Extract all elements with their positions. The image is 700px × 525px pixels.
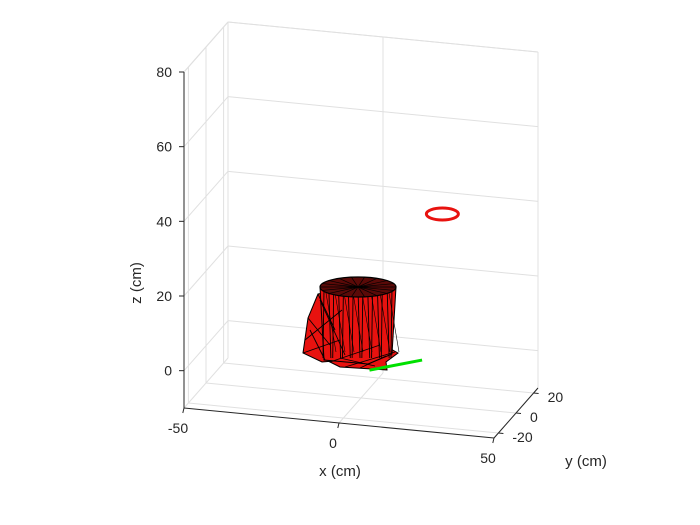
mesh-cap-line [357, 283, 394, 288]
y-gridline [188, 402, 499, 434]
trajectory-line [369, 358, 423, 372]
mesh-cap-line [357, 286, 378, 296]
mesh-facet-line [334, 292, 346, 353]
x-tick-mark [337, 422, 340, 429]
mesh-cap-line [328, 280, 359, 288]
mesh-cap-line [322, 286, 359, 291]
z-tick-label: 20 [156, 288, 172, 304]
y-tick-label: 0 [530, 409, 538, 425]
mesh-facet-line [317, 293, 336, 331]
grid-lines [183, 21, 539, 439]
x-axis-label: x (cm) [319, 463, 361, 480]
y-tick-labels: -20 0 20 [512, 389, 563, 445]
mesh-facet-line [319, 299, 346, 356]
plot-objects [302, 206, 460, 372]
y-tick-label: -20 [512, 429, 532, 445]
y-tick-mark [498, 432, 504, 434]
mesh-cap-line [357, 286, 388, 294]
mesh-cap-line [351, 286, 359, 298]
target-ring [424, 206, 460, 222]
mesh-facet-line [343, 292, 355, 353]
mesh-facet-line [302, 339, 341, 354]
y-tick-mark [515, 412, 522, 414]
mesh-facet-line [307, 317, 331, 346]
x-tick-label: -50 [168, 420, 188, 436]
z-tick-labels: 0 20 40 60 80 [156, 64, 172, 379]
mesh-facet-line [359, 355, 387, 369]
mesh-facet-line [329, 344, 381, 363]
x-tick-labels: -50 0 50 [168, 420, 496, 466]
mesh-cap-line [338, 286, 359, 296]
mesh-facet-line [332, 288, 335, 359]
pane-edge [227, 21, 539, 53]
mesh-cap-line [328, 286, 359, 294]
mesh-cap-line [338, 278, 359, 288]
z-tick-label: 80 [156, 64, 172, 80]
y-axis-label: y (cm) [565, 453, 607, 470]
mesh-facet-line [376, 288, 380, 359]
z-tick-label: 60 [156, 139, 172, 155]
pane-edge [183, 21, 229, 73]
mesh-facet-line [344, 351, 396, 368]
mesh-facet-line [341, 288, 344, 359]
mesh-facet-line [367, 288, 371, 359]
mesh-cap-line [357, 286, 365, 298]
x-tick-label: 50 [480, 450, 496, 466]
z-tick-label: 40 [156, 213, 172, 229]
mesh-facet-line [352, 292, 364, 353]
y-gridline [223, 362, 534, 394]
mesh-facet-line [390, 288, 393, 359]
mesh-cap-line [357, 286, 394, 291]
z-tick-label: 0 [164, 363, 172, 379]
x-tick-label: 0 [329, 435, 337, 451]
mesh-facet-line [357, 288, 361, 359]
robot-mesh [302, 276, 400, 371]
axis-lines [179, 71, 539, 444]
mesh-facet-line [370, 292, 382, 353]
mesh-cap-line [357, 276, 365, 288]
mesh-cap-line [322, 283, 359, 288]
mesh-facet-line [338, 288, 342, 359]
y-tick-mark [533, 392, 539, 394]
mesh-facet-line [380, 288, 383, 359]
mesh-facet-line [339, 357, 376, 367]
x-tick-mark [492, 437, 495, 444]
mesh-facet-line [361, 292, 373, 353]
mesh-cap-line [357, 280, 388, 288]
mesh-facet-line [304, 309, 343, 341]
x-tick-mark [182, 407, 185, 414]
y-gridline [205, 382, 517, 414]
z-axis-label: z (cm) [128, 262, 145, 304]
y-tick-label: 20 [548, 389, 564, 405]
mesh-facet-line [322, 288, 325, 359]
mesh-facet-line [388, 292, 400, 353]
mesh-cap-line [357, 278, 378, 288]
mesh-facet-line [328, 288, 332, 359]
mesh-cap-line [351, 276, 359, 288]
mesh-facet-line [379, 292, 391, 353]
mesh-facet-line [351, 288, 354, 359]
mesh-facet-line [309, 329, 326, 361]
